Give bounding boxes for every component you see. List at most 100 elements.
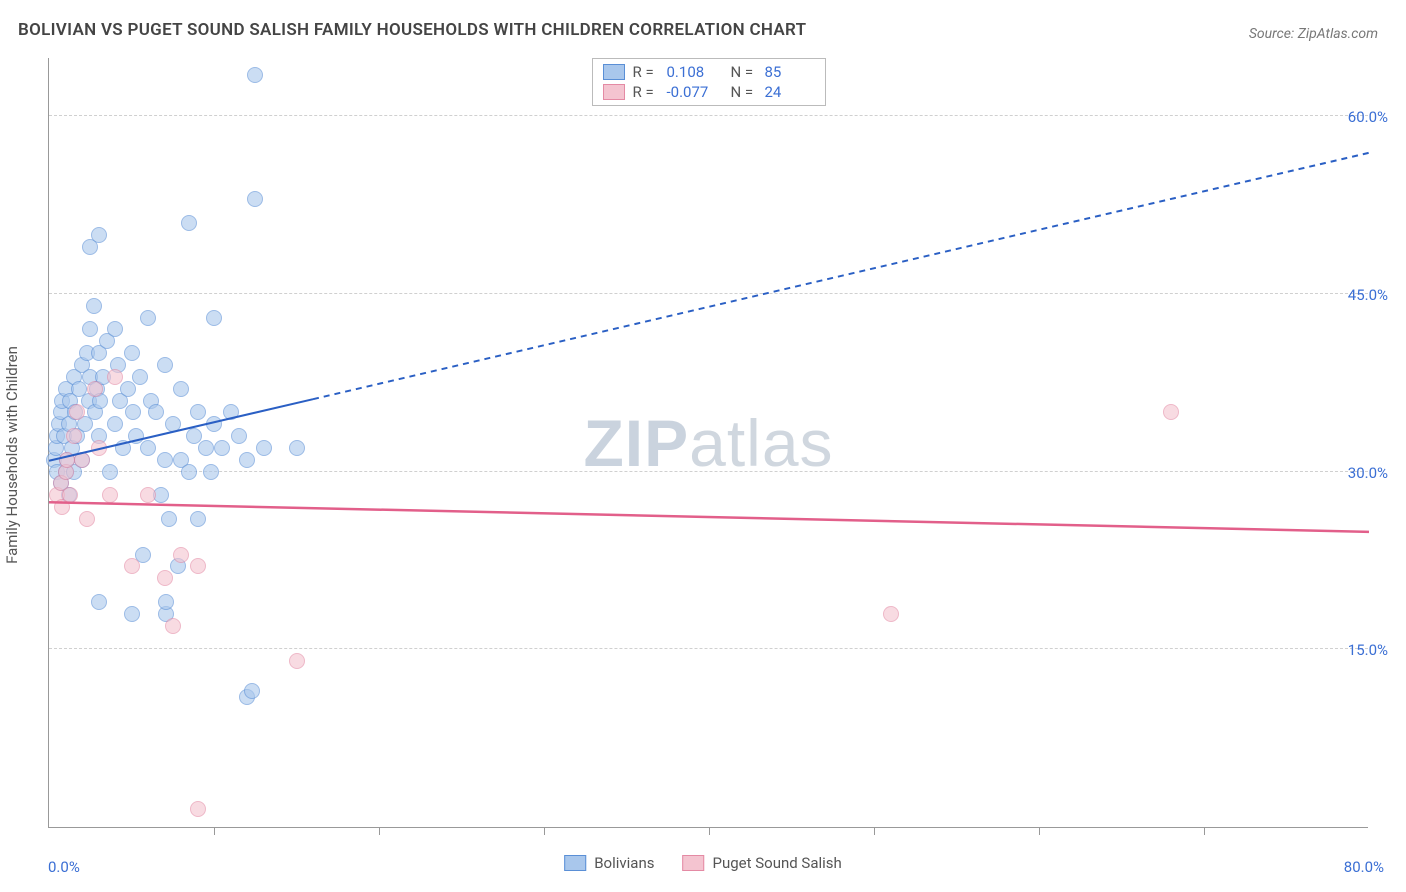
data-point (140, 487, 156, 503)
data-point (198, 440, 214, 456)
data-point (124, 345, 140, 361)
data-point (247, 67, 263, 83)
data-point (173, 381, 189, 397)
x-axis-min-label: 0.0% (48, 858, 80, 876)
data-point (190, 558, 206, 574)
chart-title: BOLIVIAN VS PUGET SOUND SALISH FAMILY HO… (18, 20, 806, 40)
legend-item: Puget Sound Salish (683, 854, 842, 872)
data-point (190, 511, 206, 527)
data-point (107, 369, 123, 385)
data-point (206, 310, 222, 326)
data-point (883, 606, 899, 622)
data-point (102, 487, 118, 503)
gridline (49, 293, 1368, 294)
data-point (239, 452, 255, 468)
source-name: ZipAtlas.com (1298, 26, 1378, 42)
gridline (49, 648, 1368, 649)
data-point (102, 464, 118, 480)
data-point (289, 653, 305, 669)
data-point (124, 558, 140, 574)
legend-swatch (603, 84, 625, 100)
data-point (69, 404, 85, 420)
n-label: N = (731, 83, 761, 101)
legend-label: Puget Sound Salish (713, 854, 842, 872)
y-tick-label: 45.0% (1348, 286, 1388, 304)
data-point (158, 594, 174, 610)
data-point (132, 369, 148, 385)
data-point (91, 594, 107, 610)
x-tick (214, 827, 215, 835)
y-axis-label: Family Households with Children (3, 346, 21, 564)
data-point (190, 404, 206, 420)
legend-row: R =-0.077N =24 (603, 83, 815, 101)
data-point (86, 298, 102, 314)
source-attribution: Source: ZipAtlas.com (1249, 26, 1378, 42)
data-point (74, 452, 90, 468)
r-label: R = (633, 83, 663, 101)
r-label: R = (633, 63, 663, 81)
legend-swatch (603, 64, 625, 80)
data-point (181, 464, 197, 480)
legend-item: Bolivians (564, 854, 654, 872)
gridline (49, 471, 1368, 472)
data-point (107, 321, 123, 337)
legend-row: R =0.108N =85 (603, 63, 815, 81)
data-point (140, 310, 156, 326)
data-point (190, 801, 206, 817)
y-tick-label: 15.0% (1348, 641, 1388, 659)
r-value: -0.077 (667, 83, 727, 101)
series-legend: Bolivians Puget Sound Salish (564, 854, 842, 872)
gridline (49, 115, 1368, 116)
x-axis-max-label: 80.0% (1344, 858, 1384, 876)
data-point (59, 452, 75, 468)
data-point (161, 511, 177, 527)
data-point (91, 440, 107, 456)
data-point (214, 440, 230, 456)
data-point (165, 618, 181, 634)
data-point (157, 452, 173, 468)
data-point (203, 464, 219, 480)
x-tick (709, 827, 710, 835)
watermark-atlas: atlas (689, 406, 833, 480)
data-point (231, 428, 247, 444)
data-point (79, 511, 95, 527)
data-point (206, 416, 222, 432)
data-point (115, 440, 131, 456)
data-point (244, 683, 260, 699)
data-point (157, 357, 173, 373)
watermark: ZIPatlas (583, 405, 833, 481)
data-point (157, 570, 173, 586)
data-point (1163, 404, 1179, 420)
data-point (87, 381, 103, 397)
data-point (62, 487, 78, 503)
data-point (66, 428, 82, 444)
data-point (223, 404, 239, 420)
n-label: N = (731, 63, 761, 81)
correlation-legend: R =0.108N =85R =-0.077N =24 (592, 58, 826, 106)
n-value: 24 (765, 83, 815, 101)
data-point (125, 404, 141, 420)
data-point (165, 416, 181, 432)
data-point (140, 440, 156, 456)
data-point (247, 191, 263, 207)
data-point (289, 440, 305, 456)
data-point (82, 321, 98, 337)
r-value: 0.108 (667, 63, 727, 81)
data-point (256, 440, 272, 456)
data-point (181, 215, 197, 231)
x-tick (874, 827, 875, 835)
x-tick (1204, 827, 1205, 835)
legend-text: R =-0.077N =24 (633, 83, 815, 101)
data-point (91, 227, 107, 243)
x-tick (544, 827, 545, 835)
data-point (173, 547, 189, 563)
legend-swatch (683, 855, 705, 871)
watermark-zip: ZIP (583, 406, 689, 480)
data-point (124, 606, 140, 622)
legend-label: Bolivians (594, 854, 654, 872)
scatter-plot-area: ZIPatlas R =0.108N =85R =-0.077N =24 (48, 58, 1368, 828)
data-point (148, 404, 164, 420)
n-value: 85 (765, 63, 815, 81)
source-prefix: Source: (1249, 26, 1298, 42)
legend-text: R =0.108N =85 (633, 63, 815, 81)
